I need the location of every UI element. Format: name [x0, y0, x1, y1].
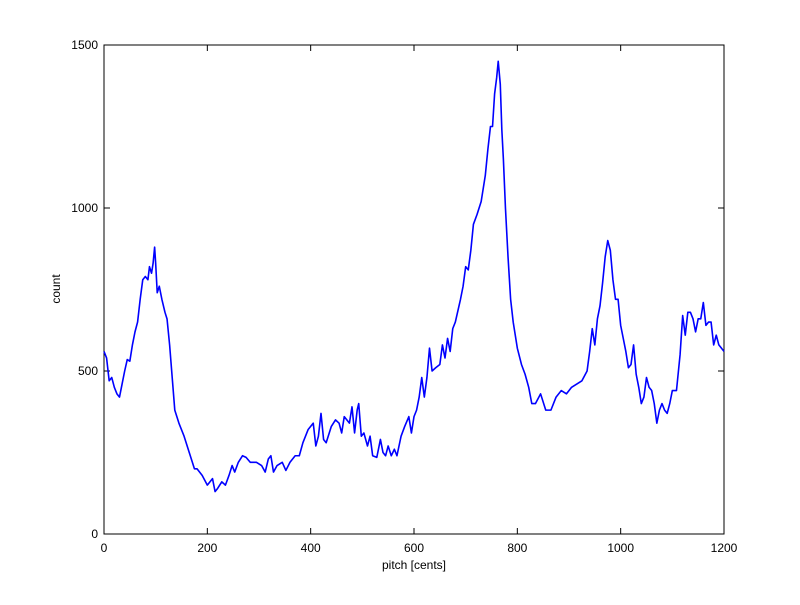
axes-box	[103, 44, 725, 535]
y-tick-label: 1500	[71, 38, 98, 52]
y-tick-label: 1000	[71, 201, 98, 215]
x-tick-label: 400	[301, 541, 321, 555]
x-tick-label: 200	[197, 541, 217, 555]
x-axis-label: pitch [cents]	[382, 558, 446, 572]
y-tick-label: 0	[91, 527, 98, 541]
x-tick-label: 800	[507, 541, 527, 555]
y-axis-label: count	[49, 274, 63, 304]
x-tick-label: 1200	[711, 541, 738, 555]
x-tick-label: 1000	[607, 541, 634, 555]
data-line	[103, 60, 725, 493]
x-tick-label: 600	[404, 541, 424, 555]
y-tick-label: 500	[78, 364, 98, 378]
x-tick-label: 0	[101, 541, 108, 555]
